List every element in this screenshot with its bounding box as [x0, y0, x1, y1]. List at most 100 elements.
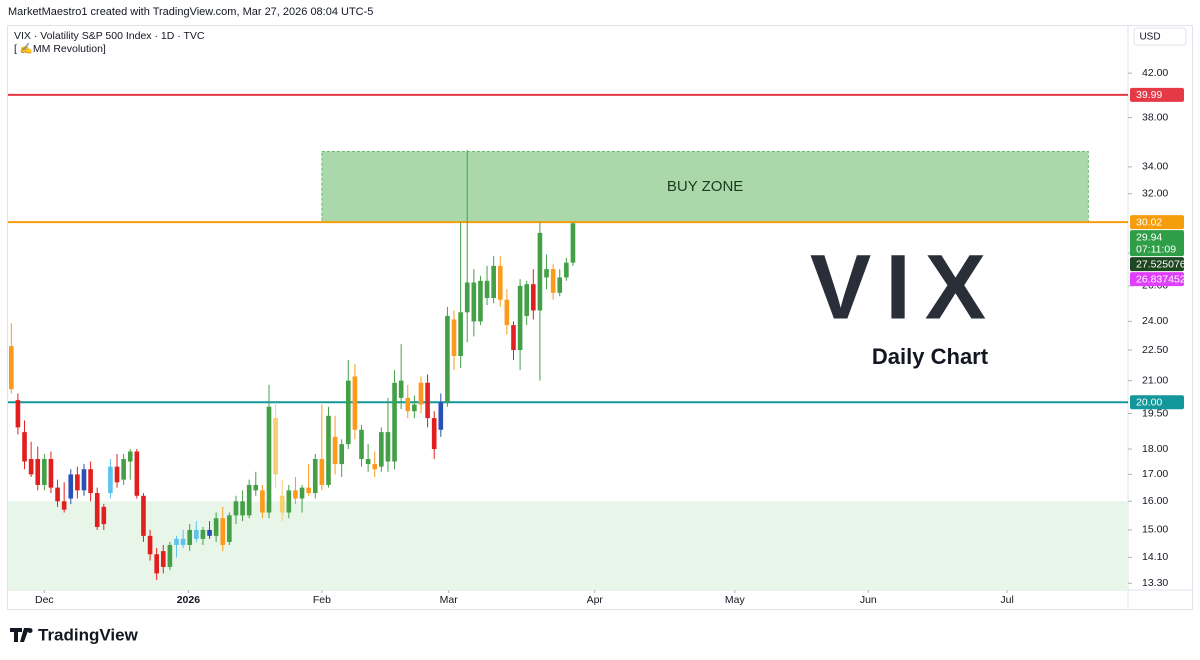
candle-body: [42, 459, 47, 485]
x-tick-label: Jun: [860, 594, 877, 606]
candle-body: [352, 376, 358, 430]
candle-body: [570, 223, 576, 263]
candle-body: [464, 282, 470, 313]
candle-body: [524, 284, 530, 316]
candle-body: [530, 284, 536, 311]
candle-body: [22, 432, 27, 462]
candle-body: [544, 269, 549, 278]
logo-icon: [10, 628, 33, 642]
brand-logo: TradingView: [10, 625, 139, 644]
price-badge: [1130, 395, 1184, 410]
candle-body: [299, 487, 305, 499]
candle-body: [286, 490, 292, 513]
candle-body: [246, 484, 252, 516]
symbol: VIX · Volatility S&P 500 Index · 1D · TV…: [14, 30, 205, 42]
candle-body: [497, 265, 503, 300]
x-tick-label: Mar: [440, 594, 459, 606]
candle-body: [537, 232, 543, 311]
candle-body: [425, 382, 430, 419]
y-tick-label: 16.00: [1142, 495, 1168, 507]
candle-body: [319, 459, 325, 485]
y-tick-label: 17.00: [1142, 468, 1168, 480]
candle-body: [55, 487, 60, 502]
candle-body: [438, 402, 444, 430]
candle-body: [260, 490, 265, 513]
watermark-subtitle: Daily Chart: [872, 344, 989, 369]
candle-body: [253, 484, 259, 491]
candle-body: [28, 459, 34, 475]
x-tick-label: Apr: [587, 594, 604, 606]
candle-body: [312, 459, 318, 494]
candle-body: [345, 380, 351, 445]
brand: TradingView: [38, 625, 139, 644]
candle-body: [220, 518, 226, 545]
y-tick-label: 42.00: [1142, 67, 1168, 79]
candle-body: [504, 299, 510, 326]
candle-body: [372, 464, 378, 470]
candle-body: [266, 406, 272, 513]
y-tick-label: 13.30: [1142, 577, 1168, 589]
currency[interactable]: USD: [1139, 32, 1160, 43]
candle-body: [359, 429, 364, 460]
buy-zone-label: BUY ZONE: [667, 178, 743, 195]
candle-body: [141, 495, 146, 536]
y-tick-label: 18.00: [1142, 443, 1168, 455]
y-tick-label: 22.50: [1142, 344, 1168, 356]
candle-body: [478, 280, 483, 322]
plot: BUY ZONE: [8, 93, 1128, 590]
candle-body: [365, 459, 371, 465]
candle-body: [48, 459, 54, 488]
candle-body: [491, 265, 496, 299]
candle-body: [167, 544, 173, 567]
x-tick-label: Feb: [313, 594, 331, 606]
candle-body: [451, 319, 457, 356]
candle-body: [412, 404, 417, 412]
price-badge-label: 27.525076: [1136, 258, 1186, 270]
x-tick-label: Dec: [35, 594, 54, 606]
candle-body: [121, 459, 126, 480]
candle-body: [187, 529, 193, 545]
price-badge: [1130, 230, 1184, 257]
y-tick-label: 21.00: [1142, 374, 1168, 386]
support-zone: [8, 501, 1128, 590]
y-tick-label: 38.00: [1142, 111, 1168, 123]
candle-body: [273, 418, 278, 475]
price-badge-label: 39.99: [1136, 89, 1162, 101]
candle-body: [557, 277, 563, 293]
candle-body: [213, 518, 219, 536]
candle-body: [207, 529, 212, 536]
candle-body: [15, 400, 21, 428]
currency-box[interactable]: [1133, 27, 1187, 46]
candle-body: [279, 495, 285, 513]
price-badge-label: 20.00: [1136, 397, 1162, 409]
candle-body: [339, 444, 344, 465]
candle-body: [484, 280, 490, 299]
candle-body: [511, 325, 516, 351]
candle-body: [114, 466, 120, 483]
candle-body: [564, 262, 569, 278]
price-badge: [1130, 257, 1184, 272]
candle-body: [392, 382, 397, 462]
candle-body: [471, 282, 477, 322]
candle-body: [134, 451, 140, 496]
candle-body: [550, 269, 556, 293]
candle-body: [431, 418, 437, 450]
candle-body: [75, 474, 80, 491]
candle-body: [385, 432, 391, 462]
candle-body: [88, 469, 93, 494]
candle-body: [61, 501, 67, 510]
x-tick-label: Jul: [1000, 594, 1013, 606]
buy-zone: [321, 151, 1089, 223]
price-badge: [1130, 215, 1184, 230]
y-tick-label: 19.50: [1142, 407, 1168, 419]
y-tick-label: 14.10: [1142, 551, 1168, 563]
candle-body: [154, 554, 159, 574]
candle-body: [194, 529, 199, 539]
credit: MarketMaestro1 created with TradingView.…: [8, 6, 373, 18]
candle-body: [94, 493, 100, 527]
price-badge: [1130, 272, 1184, 287]
candle-body: [180, 538, 186, 545]
candle-body: [233, 501, 239, 516]
